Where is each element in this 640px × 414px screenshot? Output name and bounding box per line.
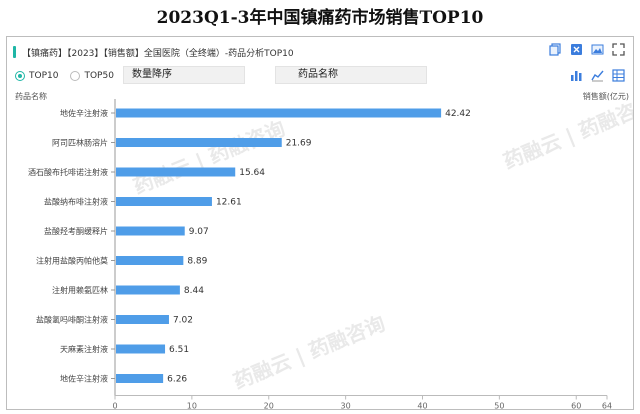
bar: [116, 108, 442, 118]
image-icon[interactable]: [591, 43, 604, 56]
x-tick-label: 10: [187, 402, 197, 410]
line-chart-icon[interactable]: [591, 69, 604, 82]
bar: [116, 374, 164, 383]
category-label: 天麻素注射液: [60, 344, 108, 354]
y-axis-label: 药品名称: [15, 92, 47, 101]
watermark-3: 药融云 | 药融咨询: [230, 311, 388, 394]
grid-icon[interactable]: [612, 69, 625, 82]
watermark-1: 药融云 | 药融咨询: [130, 116, 288, 199]
x-tick-label: 30: [341, 402, 351, 410]
x-tick-label: 60: [571, 402, 581, 410]
name-select[interactable]: 药品名称: [275, 66, 427, 84]
category-label: 盐酸氢吗啡酮注射液: [36, 315, 108, 325]
x-tick-label: 64: [602, 402, 612, 410]
chart-header-title: 【镇痛药】【2023】【销售额】全国医院（全终端）-药品分析TOP10: [22, 48, 294, 59]
bar-chart: 药融云 | 药融咨询 药融云 | 药融咨询 药融云 | 药融咨询 地佐辛注射液 4…: [28, 99, 633, 409]
radio-top50-label: TOP50: [84, 71, 114, 81]
bar-chart-icon[interactable]: [570, 69, 583, 82]
fullscreen-icon[interactable]: [612, 43, 625, 56]
x-tick-label: 40: [417, 402, 427, 410]
chart-type-toolbar: [570, 69, 625, 82]
bar: [116, 167, 236, 177]
value-label: 6.26: [167, 375, 187, 385]
category-label: 阿司匹林肠溶片: [52, 138, 108, 148]
x-axis-unit: 销售额(亿元): [582, 92, 629, 101]
chart-header: 【镇痛药】【2023】【销售额】全国医院（全终端）-药品分析TOP10: [13, 45, 294, 59]
category-label: 注射用盐酸丙帕他莫: [36, 256, 108, 266]
value-label: 12.61: [216, 198, 242, 208]
value-label: 7.02: [173, 316, 193, 326]
value-label: 8.44: [184, 286, 204, 296]
category-label: 酒石酸布托啡诺注射液: [28, 167, 108, 177]
radio-top10-label: TOP10: [29, 71, 59, 81]
accent-bar: [13, 46, 16, 58]
radio-top10-dot[interactable]: [15, 71, 25, 81]
watermark-2: 药融云 | 药融咨询: [500, 99, 633, 174]
category-label: 盐酸纳布啡注射液: [44, 197, 108, 207]
bars-group: 地佐辛注射液 42.42 阿司匹林肠溶片 21.69 酒石酸布托啡诺注射液 15.64 盐酸…: [28, 99, 612, 409]
x-tick-label: 20: [264, 402, 274, 410]
bar: [116, 226, 185, 236]
value-label: 8.89: [187, 257, 207, 267]
top-toolbar: [549, 43, 625, 56]
bar: [116, 285, 180, 295]
category-label: 地佐辛注射液: [60, 108, 108, 118]
category-label: 盐酸羟考酮缓释片: [44, 226, 108, 236]
top-n-toggle: TOP10 TOP50: [15, 67, 126, 85]
bar: [116, 197, 212, 206]
value-label: 15.64: [239, 168, 265, 178]
x-tick-label: 0: [112, 402, 117, 410]
bar: [116, 315, 169, 324]
copy-icon[interactable]: [549, 43, 562, 56]
bar: [116, 138, 282, 147]
radio-top50[interactable]: TOP50: [70, 71, 114, 81]
radio-top50-dot[interactable]: [70, 71, 81, 81]
chart-panel: 【镇痛药】【2023】【销售额】全国医院（全终端）-药品分析TOP10 TOP1…: [6, 36, 634, 410]
value-label: 42.42: [445, 109, 471, 119]
value-label: 6.51: [169, 345, 189, 355]
category-label: 注射用赖氨匹林: [52, 285, 108, 295]
excel-icon[interactable]: [570, 43, 583, 56]
value-label: 21.69: [286, 139, 312, 149]
radio-top10[interactable]: TOP10: [15, 71, 58, 81]
value-label: 9.07: [189, 227, 209, 237]
x-tick-label: 50: [494, 402, 504, 410]
sort-select[interactable]: 数量降序: [123, 66, 245, 84]
category-label: 地佐辛注射液: [60, 374, 108, 384]
bar: [116, 256, 184, 265]
page-title: 2023Q1-3年中国镇痛药市场销售TOP10: [156, 8, 484, 28]
bar: [116, 344, 166, 354]
